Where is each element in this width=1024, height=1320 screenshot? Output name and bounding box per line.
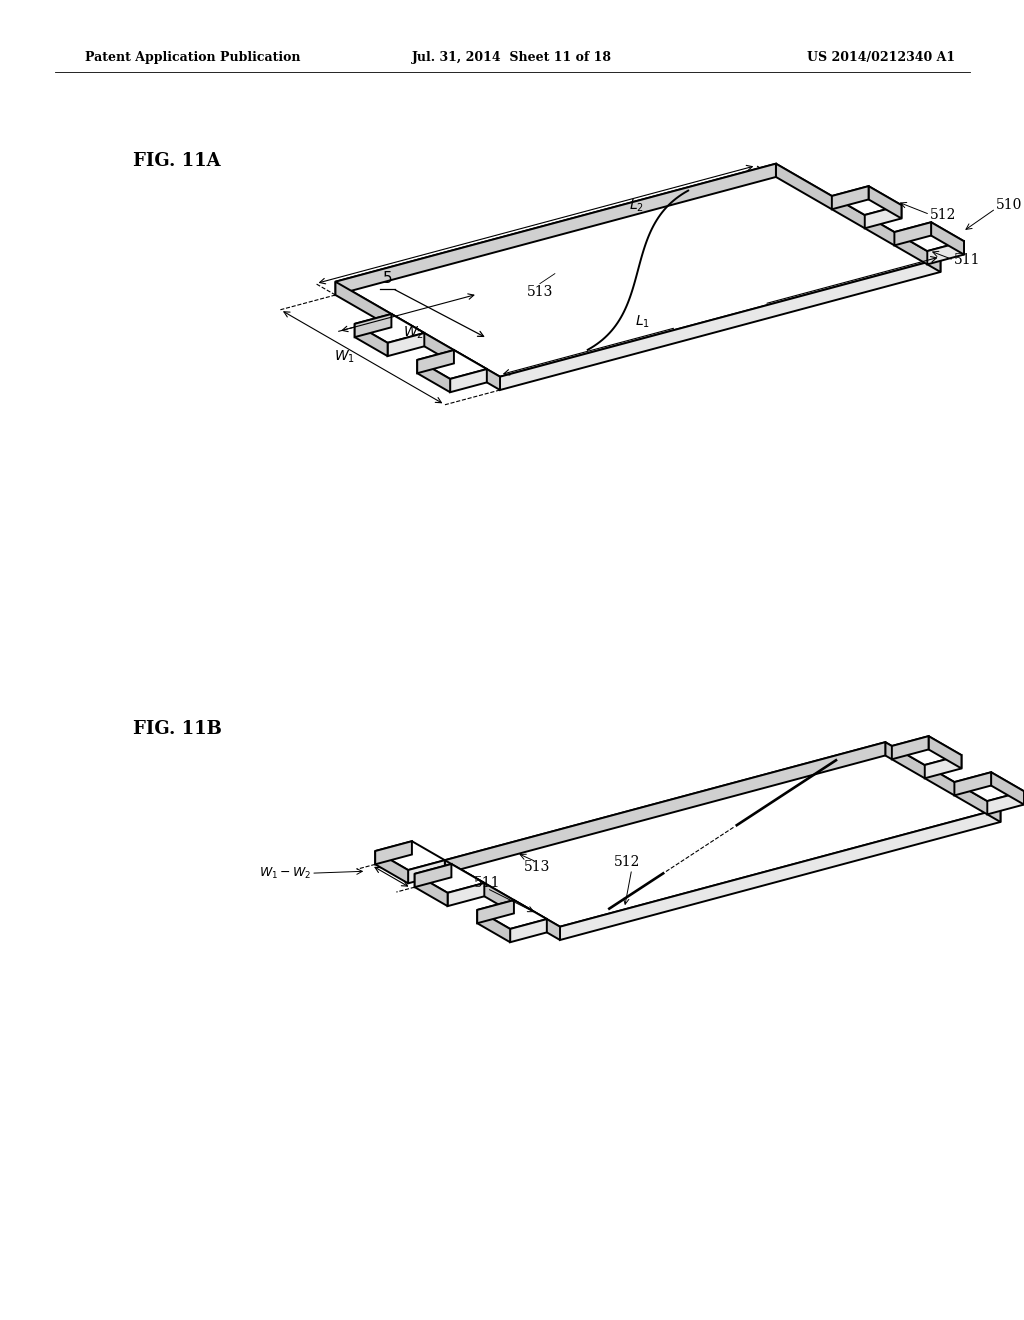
Text: 513: 513 — [523, 861, 550, 874]
Polygon shape — [354, 314, 424, 343]
Polygon shape — [336, 281, 500, 389]
Polygon shape — [894, 222, 931, 246]
Text: Jul. 31, 2014  Sheet 11 of 18: Jul. 31, 2014 Sheet 11 of 18 — [412, 51, 612, 65]
Polygon shape — [892, 737, 929, 759]
Polygon shape — [500, 259, 940, 389]
Polygon shape — [409, 861, 444, 883]
Text: 510: 510 — [995, 198, 1022, 211]
Polygon shape — [886, 742, 1000, 822]
Text: $W_1$: $W_1$ — [334, 348, 354, 366]
Polygon shape — [447, 883, 484, 906]
Polygon shape — [925, 755, 962, 779]
Text: Patent Application Publication: Patent Application Publication — [85, 51, 300, 65]
Polygon shape — [831, 186, 868, 210]
Text: $W_1-W_2$: $W_1-W_2$ — [259, 866, 311, 880]
Text: 512: 512 — [930, 207, 956, 222]
Polygon shape — [477, 900, 514, 923]
Polygon shape — [415, 874, 447, 906]
Polygon shape — [375, 841, 444, 870]
Polygon shape — [892, 737, 962, 766]
Polygon shape — [776, 164, 940, 272]
Polygon shape — [444, 742, 886, 874]
Polygon shape — [417, 350, 486, 379]
Polygon shape — [417, 360, 451, 392]
Text: FIG. 11A: FIG. 11A — [133, 152, 220, 170]
Polygon shape — [991, 772, 1024, 805]
Text: 513: 513 — [526, 285, 553, 298]
Polygon shape — [415, 865, 484, 892]
Text: $L_1$: $L_1$ — [635, 314, 650, 330]
Polygon shape — [954, 772, 991, 796]
Text: 512: 512 — [613, 855, 640, 869]
Text: $W_2$: $W_2$ — [402, 325, 424, 341]
Polygon shape — [477, 909, 510, 942]
Polygon shape — [451, 370, 486, 392]
Polygon shape — [477, 900, 547, 929]
Polygon shape — [560, 809, 1000, 940]
Polygon shape — [336, 164, 776, 294]
Polygon shape — [388, 333, 424, 356]
Text: US 2014/0212340 A1: US 2014/0212340 A1 — [807, 51, 955, 65]
Polygon shape — [894, 222, 964, 251]
Text: FIG. 11B: FIG. 11B — [133, 719, 222, 738]
Text: $5$: $5$ — [382, 271, 392, 286]
Polygon shape — [868, 186, 901, 218]
Polygon shape — [865, 205, 901, 228]
Polygon shape — [510, 919, 547, 942]
Polygon shape — [954, 772, 1024, 801]
Polygon shape — [336, 164, 940, 376]
Polygon shape — [929, 737, 962, 768]
Polygon shape — [931, 222, 964, 255]
Text: 511: 511 — [954, 253, 980, 267]
Text: $L_2$: $L_2$ — [629, 198, 644, 214]
Polygon shape — [375, 851, 409, 883]
Polygon shape — [415, 865, 452, 887]
Polygon shape — [444, 861, 560, 940]
Polygon shape — [987, 791, 1024, 814]
Polygon shape — [444, 742, 1000, 927]
Polygon shape — [375, 841, 412, 865]
Text: 511: 511 — [474, 876, 500, 891]
Polygon shape — [417, 350, 454, 374]
Polygon shape — [354, 314, 391, 337]
Polygon shape — [831, 186, 901, 215]
Polygon shape — [354, 323, 388, 356]
Polygon shape — [928, 242, 964, 264]
